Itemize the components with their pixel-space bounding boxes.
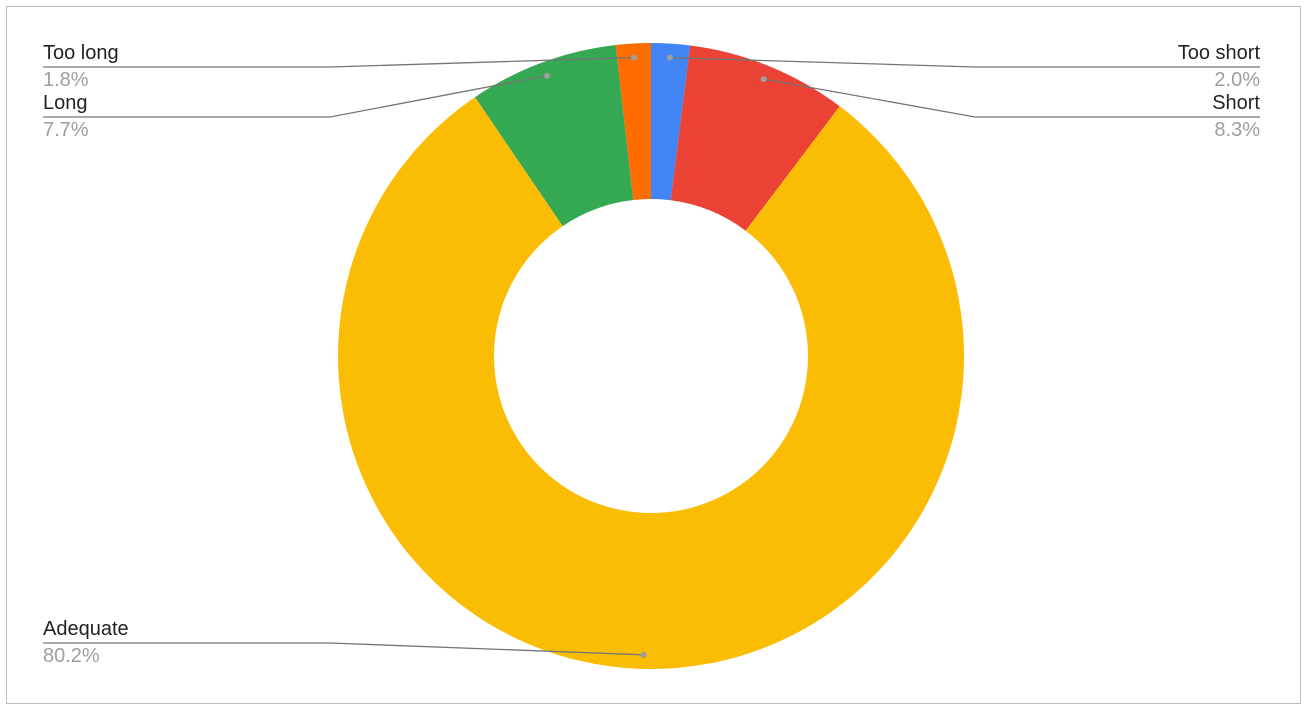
slice-value: 2.0% xyxy=(1214,69,1260,91)
leader-dot xyxy=(760,76,767,83)
slice-label: Adequate xyxy=(43,618,129,640)
donut-slice xyxy=(670,45,840,231)
leader-dot xyxy=(631,54,638,61)
leader-dot xyxy=(640,651,647,658)
donut-slice xyxy=(615,43,651,201)
slice-value: 80.2% xyxy=(43,645,100,667)
leader-line xyxy=(43,642,644,656)
leader-line xyxy=(763,78,1260,118)
leader-line xyxy=(43,56,635,68)
donut-slice xyxy=(475,44,634,227)
leader-dot xyxy=(666,54,673,61)
donut-slice xyxy=(651,43,691,201)
leader-dot xyxy=(544,72,551,79)
slice-value: 7.7% xyxy=(43,119,89,141)
leader-line xyxy=(669,57,1260,68)
leader-line xyxy=(43,75,548,118)
slice-label: Short xyxy=(1212,92,1260,114)
slice-label: Too short xyxy=(1178,42,1261,64)
slice-value: 8.3% xyxy=(1214,119,1260,141)
slice-value: 1.8% xyxy=(43,69,89,91)
slice-label: Long xyxy=(43,92,88,114)
slice-label: Too long xyxy=(43,42,119,64)
donut-slice xyxy=(337,97,964,670)
